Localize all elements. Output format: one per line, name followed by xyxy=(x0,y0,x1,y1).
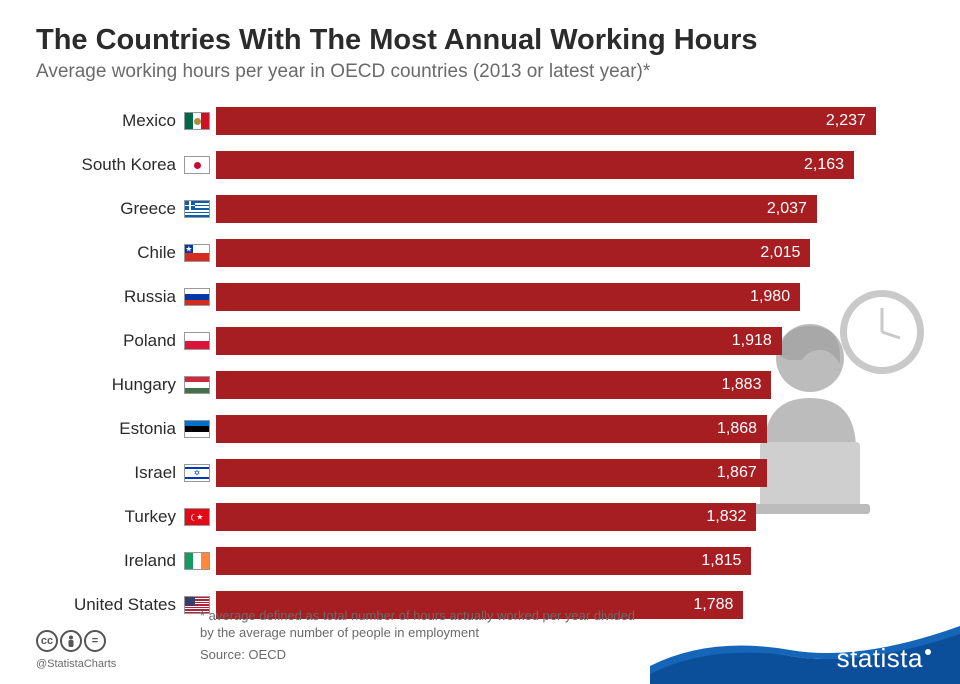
bar-row: Ireland 1,815 xyxy=(36,541,924,581)
chart-title: The Countries With The Most Annual Worki… xyxy=(36,24,924,57)
country-label: Poland xyxy=(36,331,184,351)
source-label: Source: OECD xyxy=(200,647,286,662)
bar: 1,868 xyxy=(216,415,767,443)
bar-row: Chile★ 2,015 xyxy=(36,233,924,273)
country-label: Chile xyxy=(36,243,184,263)
flag-icon xyxy=(184,552,210,570)
cc-license-icons: cc = xyxy=(36,630,106,652)
flag-icon xyxy=(184,156,210,174)
twitter-handle: @StatistaCharts xyxy=(36,658,116,670)
statista-logo: statista xyxy=(837,643,932,674)
flag-icon: ★ xyxy=(184,244,210,262)
flag-icon xyxy=(184,200,210,218)
country-label: Russia xyxy=(36,287,184,307)
bar-value: 1,980 xyxy=(750,288,790,306)
bar-row: Mexico 2,237 xyxy=(36,101,924,141)
bar: 1,980 xyxy=(216,283,800,311)
bar: 1,867 xyxy=(216,459,767,487)
bar: 1,815 xyxy=(216,547,751,575)
nd-icon: = xyxy=(84,630,106,652)
bar: 2,163 xyxy=(216,151,854,179)
bar-value: 1,867 xyxy=(717,464,757,482)
bar-value: 2,037 xyxy=(767,200,807,218)
country-label: South Korea xyxy=(36,155,184,175)
bar-row: Israel✡ 1,867 xyxy=(36,453,924,493)
bar-row: Hungary 1,883 xyxy=(36,365,924,405)
flag-icon: ✡ xyxy=(184,464,210,482)
country-label: Turkey xyxy=(36,507,184,527)
flag-icon xyxy=(184,332,210,350)
country-label: Estonia xyxy=(36,419,184,439)
bar-value: 1,868 xyxy=(717,420,757,438)
flag-icon xyxy=(184,112,210,130)
bar-row: Poland 1,918 xyxy=(36,321,924,361)
flag-icon xyxy=(184,288,210,306)
bar: 1,918 xyxy=(216,327,782,355)
flag-icon xyxy=(184,376,210,394)
chart-subtitle: Average working hours per year in OECD c… xyxy=(36,61,924,83)
bar-value: 2,237 xyxy=(826,112,866,130)
country-label: Israel xyxy=(36,463,184,483)
bar-value: 1,832 xyxy=(706,508,746,526)
bar-row: Estonia 1,868 xyxy=(36,409,924,449)
country-label: Greece xyxy=(36,199,184,219)
flag-icon: ★ xyxy=(184,508,210,526)
by-icon xyxy=(60,630,82,652)
bar-value: 2,015 xyxy=(760,244,800,262)
bar-value: 1,918 xyxy=(732,332,772,350)
country-label: Hungary xyxy=(36,375,184,395)
bar: 2,237 xyxy=(216,107,876,135)
bar-row: Russia 1,980 xyxy=(36,277,924,317)
bar-row: Turkey★ 1,832 xyxy=(36,497,924,537)
flag-icon xyxy=(184,420,210,438)
country-label: Mexico xyxy=(36,111,184,131)
bar: 1,832 xyxy=(216,503,756,531)
country-label: Ireland xyxy=(36,551,184,571)
footnote: * average defined as total number of hou… xyxy=(200,608,640,642)
bar: 2,015 xyxy=(216,239,810,267)
bar-row: South Korea 2,163 xyxy=(36,145,924,185)
bar: 2,037 xyxy=(216,195,817,223)
bar-row: Greece 2,037 xyxy=(36,189,924,229)
bar: 1,883 xyxy=(216,371,771,399)
bar-value: 1,815 xyxy=(701,552,741,570)
bar-chart: Mexico 2,237 South Korea 2,163 Greece 2,037 Ch… xyxy=(36,101,924,625)
bar-value: 2,163 xyxy=(804,156,844,174)
cc-icon: cc xyxy=(36,630,58,652)
bar-value: 1,883 xyxy=(721,376,761,394)
